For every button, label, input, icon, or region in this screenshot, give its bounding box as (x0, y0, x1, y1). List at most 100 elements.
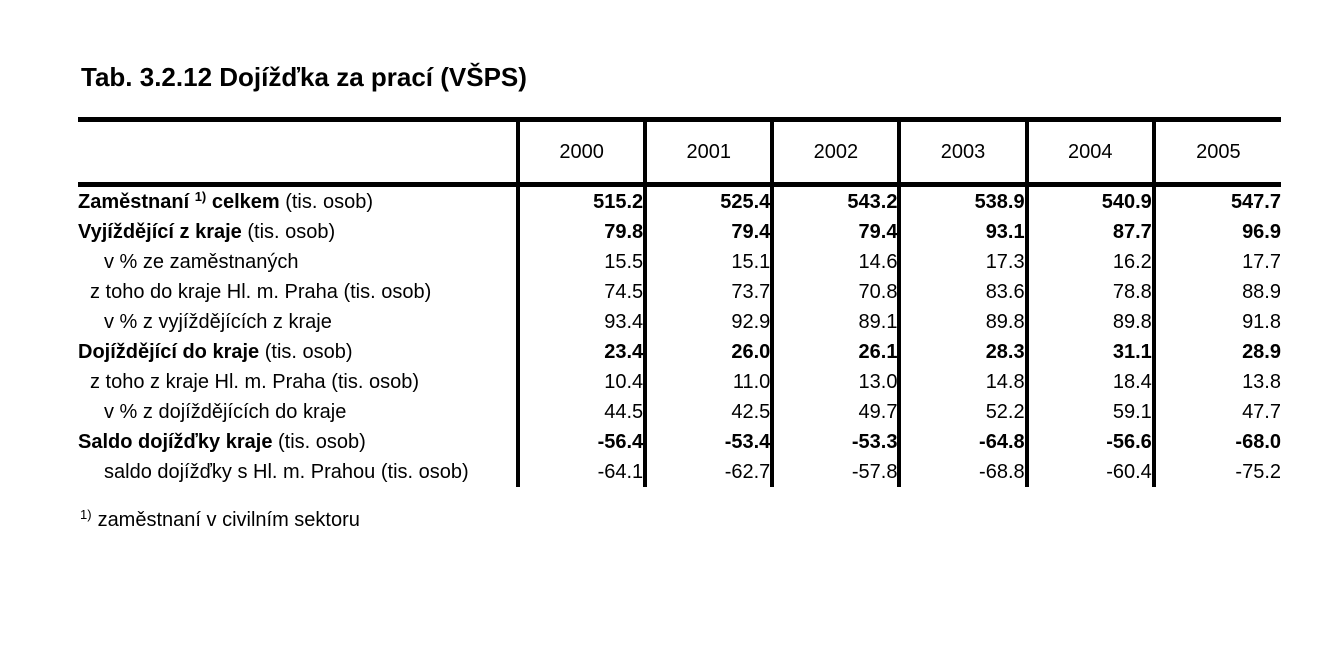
value-cell: 44.5 (515, 397, 646, 427)
value-cell: 543.2 (770, 184, 900, 217)
value-cell: 91.8 (1151, 307, 1281, 337)
label-text: Dojíždějící do kraje (78, 340, 260, 363)
header-year-cell: 2004 (1024, 119, 1154, 187)
row-label: z toho z kraje Hl. m. Praha (tis. osob) (78, 367, 518, 397)
value-cell: 13.8 (1151, 367, 1281, 397)
value-cell: 26.0 (643, 337, 773, 367)
value-cell: 89.8 (1024, 307, 1154, 337)
table-row: v % ze zaměstnaných 15.5 15.1 14.6 17.3 16.2 1… (78, 247, 1281, 277)
value-cell: -68.8 (897, 457, 1027, 487)
label-text: v % z dojíždějících do kraje (104, 400, 347, 423)
value-cell: 89.1 (770, 307, 900, 337)
label-text: (tis. osob) (272, 430, 366, 453)
table-row: saldo dojížďky s Hl. m. Prahou (tis. oso… (78, 457, 1281, 487)
value-cell: 49.7 (770, 397, 900, 427)
value-cell: -56.4 (515, 427, 646, 457)
header-year-cell: 2002 (770, 119, 900, 187)
value-cell: 15.5 (515, 247, 646, 277)
label-text: celkem (206, 190, 280, 213)
label-text: z toho z kraje Hl. m. Praha (tis. osob) (90, 370, 420, 393)
header-year-cell: 2001 (643, 119, 773, 187)
table-row: Vyjíždějící z kraje (tis. osob) 79.8 79.4 7… (78, 217, 1281, 247)
value-cell: 89.8 (897, 307, 1027, 337)
value-cell: 93.1 (897, 217, 1027, 247)
value-cell: 515.2 (515, 184, 646, 217)
value-cell: -53.3 (770, 427, 900, 457)
value-cell: 79.8 (515, 217, 646, 247)
value-cell: 96.9 (1151, 217, 1281, 247)
row-label: Zaměstnaní 1) celkem (tis. osob) (78, 188, 374, 213)
footnote-text: zaměstnaní v civilním sektoru (97, 509, 360, 531)
value-cell: -62.7 (643, 457, 773, 487)
commuting-table: 2000 2001 2002 2003 2004 2005 Zaměstnaní 1) c… (78, 117, 1281, 487)
table-row: Zaměstnaní 1) celkem (tis. osob) 515.2 525… (78, 184, 1281, 217)
value-cell: 15.1 (643, 247, 773, 277)
value-cell: -68.0 (1151, 427, 1281, 457)
value-cell: 74.5 (515, 277, 646, 307)
value-cell: 59.1 (1024, 397, 1154, 427)
value-cell: 17.3 (897, 247, 1027, 277)
value-cell: -57.8 (770, 457, 900, 487)
table-row: v % z vyjíždějících z kraje 93.4 92.9 89.1 8… (78, 307, 1281, 337)
label-text: Zaměstnaní (78, 190, 195, 213)
value-cell: 547.7 (1151, 184, 1281, 217)
value-cell: 79.4 (643, 217, 773, 247)
value-cell: 23.4 (515, 337, 646, 367)
value-cell: -64.8 (897, 427, 1027, 457)
value-cell: 11.0 (643, 367, 773, 397)
label-text: (tis. osob) (279, 190, 374, 213)
value-cell: 14.6 (770, 247, 900, 277)
label-text: (tis. osob) (241, 220, 336, 243)
label-text: saldo dojížďky s Hl. m. Prahou (tis. oso… (104, 460, 469, 483)
table-row: Saldo dojížďky kraje (tis. osob) -56.4 -53… (78, 427, 1281, 457)
page-title: Tab. 3.2.12 Dojížďka za prací (VŠPS) (81, 62, 527, 92)
label-text: (tis. osob) (259, 340, 353, 363)
value-cell: 83.6 (897, 277, 1027, 307)
value-cell: 52.2 (897, 397, 1027, 427)
row-label: z toho do kraje Hl. m. Praha (tis. osob) (78, 277, 518, 307)
row-label: saldo dojížďky s Hl. m. Prahou (tis. oso… (78, 457, 518, 487)
row-label: Saldo dojížďky kraje (tis. osob) (78, 427, 518, 457)
table-header: 2000 2001 2002 2003 2004 2005 (78, 119, 1281, 187)
header-year-cell: 2000 (515, 119, 646, 187)
row-label: v % z dojíždějících do kraje (78, 397, 518, 427)
row-label: v % z vyjíždějících z kraje (78, 307, 518, 337)
label-text: Saldo dojížďky kraje (78, 430, 273, 453)
row-label: Vyjíždějící z kraje (tis. osob) (78, 217, 518, 247)
value-cell: 88.9 (1151, 277, 1281, 307)
label-text: v % ze zaměstnaných (104, 250, 299, 273)
value-cell: 538.9 (897, 184, 1027, 217)
label-text: v % z vyjíždějících z kraje (104, 310, 332, 333)
value-cell: 87.7 (1024, 217, 1154, 247)
value-cell: -75.2 (1151, 457, 1281, 487)
value-cell: 70.8 (770, 277, 900, 307)
value-cell: 78.8 (1024, 277, 1154, 307)
table-row: z toho do kraje Hl. m. Praha (tis. osob)… (78, 277, 1281, 307)
value-cell: 47.7 (1151, 397, 1281, 427)
value-cell: 92.9 (643, 307, 773, 337)
footnote: 1) zaměstnaní v civilním sektoru (80, 507, 360, 531)
value-cell: 16.2 (1024, 247, 1154, 277)
value-cell: 93.4 (515, 307, 646, 337)
table-row: z toho z kraje Hl. m. Praha (tis. osob) 1… (78, 367, 1281, 397)
value-cell: -56.6 (1024, 427, 1154, 457)
value-cell: 10.4 (515, 367, 646, 397)
value-cell: 525.4 (643, 184, 773, 217)
value-cell: -53.4 (643, 427, 773, 457)
value-cell: 42.5 (643, 397, 773, 427)
value-cell: 540.9 (1024, 184, 1154, 217)
value-cell: 28.9 (1151, 337, 1281, 367)
value-cell: 17.7 (1151, 247, 1281, 277)
value-cell: -60.4 (1024, 457, 1154, 487)
value-cell: 26.1 (770, 337, 900, 367)
table-row: Dojíždějící do kraje (tis. osob) 23.4 26.0… (78, 337, 1281, 367)
value-cell: -64.1 (515, 457, 646, 487)
value-cell: 73.7 (643, 277, 773, 307)
value-cell: 13.0 (770, 367, 900, 397)
value-cell: 28.3 (897, 337, 1027, 367)
row-label: Dojíždějící do kraje (tis. osob) (78, 337, 518, 367)
header-row: 2000 2001 2002 2003 2004 2005 (78, 119, 1281, 187)
value-cell: 18.4 (1024, 367, 1154, 397)
table-body: Zaměstnaní 1) celkem (tis. osob) 515.2 525… (78, 184, 1281, 487)
label-text: z toho do kraje Hl. m. Praha (tis. osob) (90, 280, 432, 303)
